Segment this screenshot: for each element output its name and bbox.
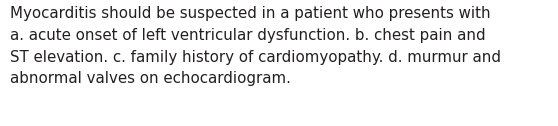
Text: Myocarditis should be suspected in a patient who presents with
a. acute onset of: Myocarditis should be suspected in a pat… (10, 6, 501, 86)
